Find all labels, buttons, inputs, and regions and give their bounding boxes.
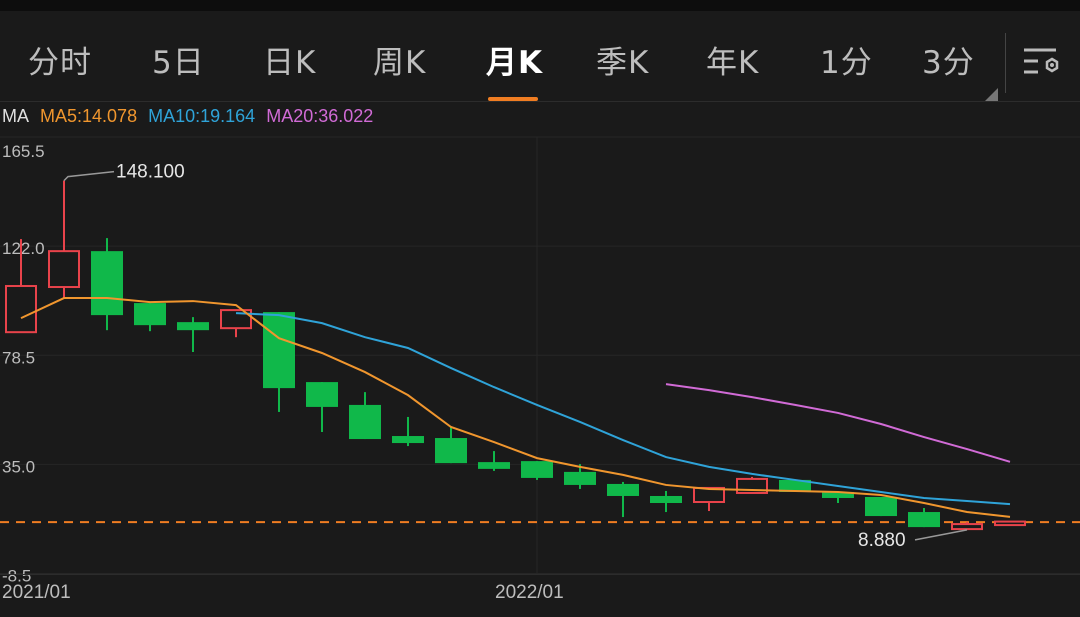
x-tick-label: 2022/01 — [495, 582, 564, 603]
ma10-value: MA10:19.164 — [148, 106, 256, 126]
max-price-label: 148.100 — [116, 162, 185, 183]
ma5-line — [20, 297, 1011, 518]
candle-body-down — [478, 462, 510, 469]
tab-quarterly-k[interactable]: 季K — [596, 45, 650, 81]
ma10-line — [235, 312, 1011, 506]
tab-monthly-k[interactable]: 月K — [486, 45, 544, 81]
tab-yearly-k[interactable]: 年K — [706, 45, 760, 81]
ma5-value: MA5:14.078 — [40, 106, 138, 126]
candle-body-up — [48, 250, 80, 289]
candle-body-down — [908, 512, 940, 528]
tab-5day[interactable]: 5日 — [152, 45, 205, 81]
candle-body-down — [650, 495, 682, 504]
candle-body-up — [220, 309, 252, 330]
chart-settings-icon[interactable] — [1022, 41, 1064, 81]
candle-body-up — [994, 520, 1026, 527]
min-price-label: 8.880 — [858, 530, 906, 551]
y-tick-label: 78.5 — [2, 348, 35, 367]
y-tick-label: 165.5 — [2, 142, 45, 161]
candle-body-up — [951, 523, 983, 531]
candle-body-down — [349, 404, 381, 440]
ma20-value: MA20:36.022 — [266, 106, 374, 126]
tab-3min[interactable]: 3分 — [922, 45, 975, 81]
candle-body-down — [822, 491, 854, 498]
candle-body-down — [263, 312, 295, 389]
y-tick-label: -8.5 — [2, 567, 31, 586]
status-bar — [0, 0, 1080, 11]
y-tick-label: 122.0 — [2, 239, 45, 258]
annotation-leader — [914, 529, 968, 541]
tab-intraday[interactable]: 分时 — [28, 45, 92, 81]
ma-legend: MA MA5:14.078 MA10:19.164 MA20:36.022 — [2, 106, 379, 127]
active-tab-indicator — [488, 97, 538, 101]
candle-body-down — [607, 483, 639, 496]
candle-body-down — [779, 479, 811, 492]
ma-legend-title[interactable]: MA — [2, 106, 29, 126]
candle-body-down — [91, 251, 123, 316]
candle-body-down — [392, 436, 424, 444]
x-tick-label: 2021/01 — [2, 582, 71, 603]
annotation-leader — [63, 170, 115, 182]
y-tick-label: 35.0 — [2, 457, 35, 476]
candle-body-down — [177, 322, 209, 331]
ma20-line — [665, 383, 1011, 463]
candle-body-down — [865, 496, 897, 517]
tab-daily-k[interactable]: 日K — [263, 45, 317, 81]
tab-1min[interactable]: 1分 — [820, 45, 873, 81]
divider — [1005, 33, 1006, 93]
more-periods-dropdown-icon[interactable] — [985, 88, 998, 101]
candle-body-up — [5, 285, 37, 334]
candle-body-down — [521, 461, 553, 478]
period-tabs: 分时 5日 日K 周K 月K 季K 年K 1分 3分 — [0, 11, 1080, 102]
candle-body-down — [306, 382, 338, 407]
tab-weekly-k[interactable]: 周K — [373, 45, 427, 81]
candle-body-down — [564, 471, 596, 485]
candle-body-down — [435, 438, 467, 464]
candle-body-down — [134, 303, 166, 326]
